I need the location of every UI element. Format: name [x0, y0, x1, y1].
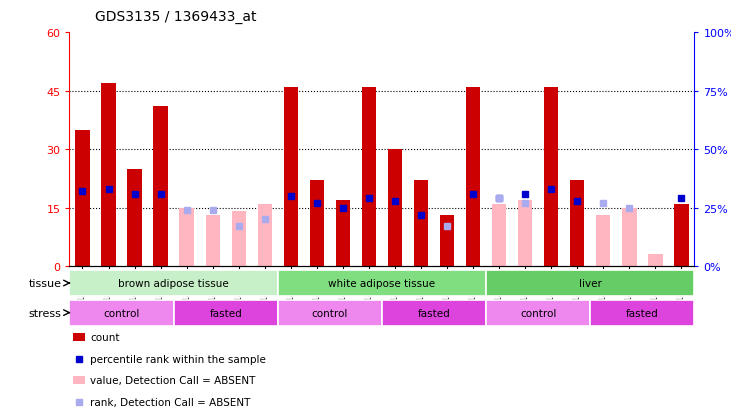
- Text: rank, Detection Call = ABSENT: rank, Detection Call = ABSENT: [90, 396, 250, 407]
- Bar: [154, 107, 167, 266]
- Bar: [205, 216, 220, 266]
- Bar: [492, 204, 507, 266]
- Bar: [278, 300, 382, 326]
- Text: fasted: fasted: [209, 308, 242, 318]
- Text: control: control: [103, 308, 140, 318]
- Bar: [75, 130, 90, 266]
- Bar: [440, 216, 454, 266]
- Bar: [544, 88, 558, 266]
- Text: stress: stress: [29, 308, 61, 318]
- Text: value, Detection Call = ABSENT: value, Detection Call = ABSENT: [90, 375, 255, 385]
- Bar: [69, 300, 173, 326]
- Text: white adipose tissue: white adipose tissue: [328, 278, 436, 288]
- Bar: [310, 181, 324, 266]
- Bar: [336, 200, 350, 266]
- Bar: [102, 83, 115, 266]
- Text: liver: liver: [579, 278, 602, 288]
- Bar: [127, 169, 142, 266]
- Text: GDS3135 / 1369433_at: GDS3135 / 1369433_at: [95, 10, 257, 24]
- Bar: [388, 150, 402, 266]
- Bar: [674, 204, 689, 266]
- Bar: [362, 88, 376, 266]
- Bar: [69, 271, 278, 296]
- Bar: [180, 208, 194, 266]
- Bar: [486, 300, 590, 326]
- Text: brown adipose tissue: brown adipose tissue: [118, 278, 229, 288]
- Bar: [257, 204, 272, 266]
- Bar: [570, 181, 584, 266]
- Bar: [648, 255, 662, 266]
- Bar: [622, 208, 637, 266]
- Bar: [596, 216, 610, 266]
- Text: tissue: tissue: [29, 278, 61, 288]
- Text: fasted: fasted: [417, 308, 450, 318]
- Bar: [414, 181, 428, 266]
- Bar: [284, 88, 298, 266]
- Bar: [590, 300, 694, 326]
- Bar: [278, 271, 486, 296]
- Text: count: count: [90, 332, 119, 342]
- Text: fasted: fasted: [626, 308, 659, 318]
- Bar: [518, 200, 532, 266]
- Bar: [466, 88, 480, 266]
- Bar: [486, 271, 694, 296]
- Bar: [232, 212, 246, 266]
- Text: percentile rank within the sample: percentile rank within the sample: [90, 354, 266, 364]
- Text: control: control: [520, 308, 556, 318]
- Bar: [382, 300, 486, 326]
- Text: control: control: [311, 308, 348, 318]
- Bar: [173, 300, 278, 326]
